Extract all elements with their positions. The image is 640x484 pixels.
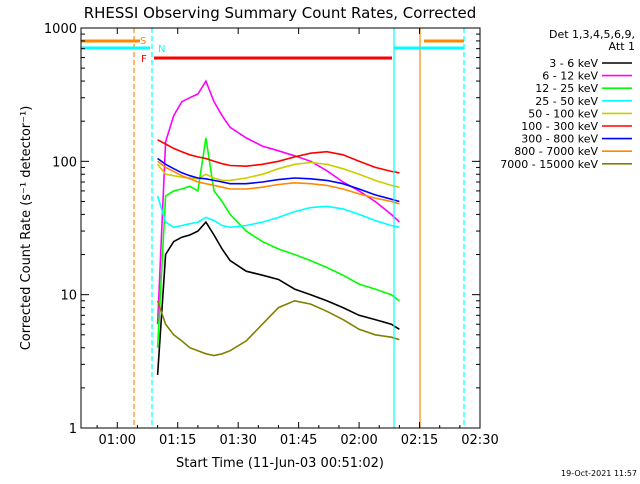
series-line-6 [157, 157, 400, 203]
legend-label-1: 6 - 12 keV [542, 70, 598, 83]
overlay-layer: S NF [81, 28, 465, 428]
marker-label-f: F [141, 54, 147, 65]
y-tick-label-2: 100 [52, 155, 77, 170]
series-line-5 [157, 139, 400, 174]
chart-title: RHESSI Observing Summary Count Rates, Co… [84, 4, 477, 22]
x-tick-label-5: 02:15 [401, 433, 438, 448]
series-line-8 [156, 299, 400, 357]
x-tick-label-2: 01:30 [219, 433, 256, 448]
legend-label-4: 50 - 100 keV [528, 107, 598, 120]
legend-label-8: 7000 - 15000 keV [500, 158, 598, 171]
legend-header-1: Att 1 [609, 40, 635, 53]
x-tick-label-3: 01:45 [280, 433, 317, 448]
timestamp: 19-Oct-2021 11:57 [561, 469, 637, 478]
y-tick-label-0: 1 [69, 422, 77, 437]
legend-label-0: 3 - 6 keV [549, 57, 598, 70]
legend-label-7: 800 - 7000 keV [514, 145, 598, 158]
y-axis: 1 10 100 1000 [44, 22, 480, 437]
series-line-4 [156, 161, 400, 188]
y-tick-label-3: 1000 [44, 22, 77, 37]
series-line-1 [156, 79, 400, 325]
legend-label-6: 300 - 800 keV [521, 133, 598, 146]
x-tick-label-1: 01:15 [159, 433, 196, 448]
plot-frame [80, 27, 481, 429]
legend-label-2: 12 - 25 keV [535, 82, 598, 95]
x-axis: 01:00 01:15 01:30 01:45 02:00 02:15 02:30 [96, 28, 499, 448]
series-lines-layer [156, 79, 400, 375]
series-line-0 [156, 220, 400, 375]
x-tick-label-6: 02:30 [461, 433, 498, 448]
y-axis-label: Corrected Count Rate (s⁻¹ detector⁻¹) [19, 106, 34, 351]
legend-header-0: Det 1,3,4,5,6,9, [549, 28, 635, 41]
x-tick-label-4: 02:00 [340, 433, 377, 448]
series-line-3 [156, 195, 400, 229]
series-line-7 [157, 160, 400, 205]
x-axis-label: Start Time (11-Jun-03 00:51:02) [176, 456, 384, 471]
series-line-2 [156, 137, 400, 348]
marker-label-n: N [158, 44, 165, 55]
legend-label-5: 100 - 300 keV [521, 120, 598, 133]
marker-label-s: S [140, 36, 146, 47]
y-tick-label-1: 10 [60, 289, 77, 304]
legend-label-3: 25 - 50 keV [535, 95, 598, 108]
x-tick-label-0: 01:00 [99, 433, 136, 448]
